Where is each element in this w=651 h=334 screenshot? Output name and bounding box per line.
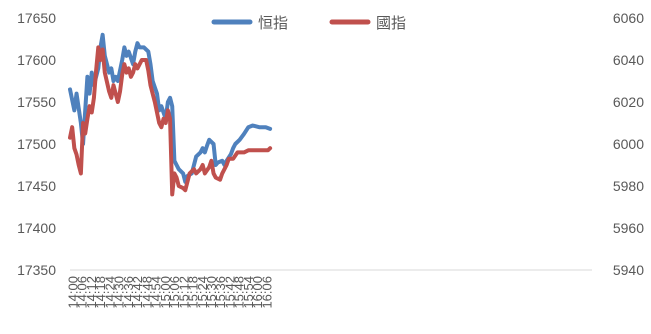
y-right-tick-label: 6000 [613,136,644,152]
x-tick-label: 15:54 [241,276,256,309]
x-tick-label: 15:24 [195,276,210,309]
y-axis-left: 17650 17600 17550 17500 17450 17400 17350 [17,10,56,278]
x-tick-label: 14:12 [84,276,99,309]
y-left-tick-label: 17600 [17,52,56,68]
y-right-tick-label: 5960 [613,220,644,236]
x-tick-label: 15:00 [158,276,173,309]
x-tick-label: 15:18 [186,276,201,309]
series-line-hscei [68,45,273,197]
x-tick-label: 15:12 [176,276,191,309]
x-tick-label: 15:30 [204,276,219,309]
x-tick-label: 16:00 [250,276,265,309]
y-right-tick-label: 6060 [613,10,644,26]
y-left-tick-label: 17400 [17,220,56,236]
x-tick-label: 14:54 [149,276,164,309]
y-left-tick-label: 17450 [17,178,56,194]
x-axis: 14:0014:0614:1214:1814:2414:3014:3614:42… [65,276,274,309]
y-left-tick-label: 17350 [17,262,56,278]
x-tick-label: 16:06 [259,276,274,309]
y-axis-right: 6060 6040 6020 6000 5980 5960 5940 [613,10,644,278]
legend-label-hsi: 恒指 [258,15,288,32]
y-left-tick-label: 17650 [17,10,56,26]
x-tick-label: 15:06 [167,276,182,309]
x-tick-label: 15:48 [232,276,247,309]
x-tick-label: 14:24 [102,276,117,309]
x-tick-label: 14:06 [75,276,90,309]
x-tick-label: 15:36 [213,276,228,309]
x-tick-label: 14:30 [112,276,127,309]
x-tick-label: 14:18 [93,276,108,309]
y-left-tick-label: 17500 [17,136,56,152]
x-tick-label: 14:36 [121,276,136,309]
legend-label-hscei: 國指 [376,15,406,32]
series-group [68,32,273,197]
legend: 恒指 國指 [211,15,406,32]
x-tick-label: 14:42 [130,276,145,309]
y-right-tick-label: 5940 [613,262,644,278]
y-right-tick-label: 6020 [613,94,644,110]
y-left-tick-label: 17550 [17,94,56,110]
y-right-tick-label: 5980 [613,178,644,194]
x-tick-label: 15:42 [222,276,237,309]
y-right-tick-label: 6040 [613,52,644,68]
x-tick-label: 14:00 [65,276,80,309]
x-tick-label: 14:48 [139,276,154,309]
